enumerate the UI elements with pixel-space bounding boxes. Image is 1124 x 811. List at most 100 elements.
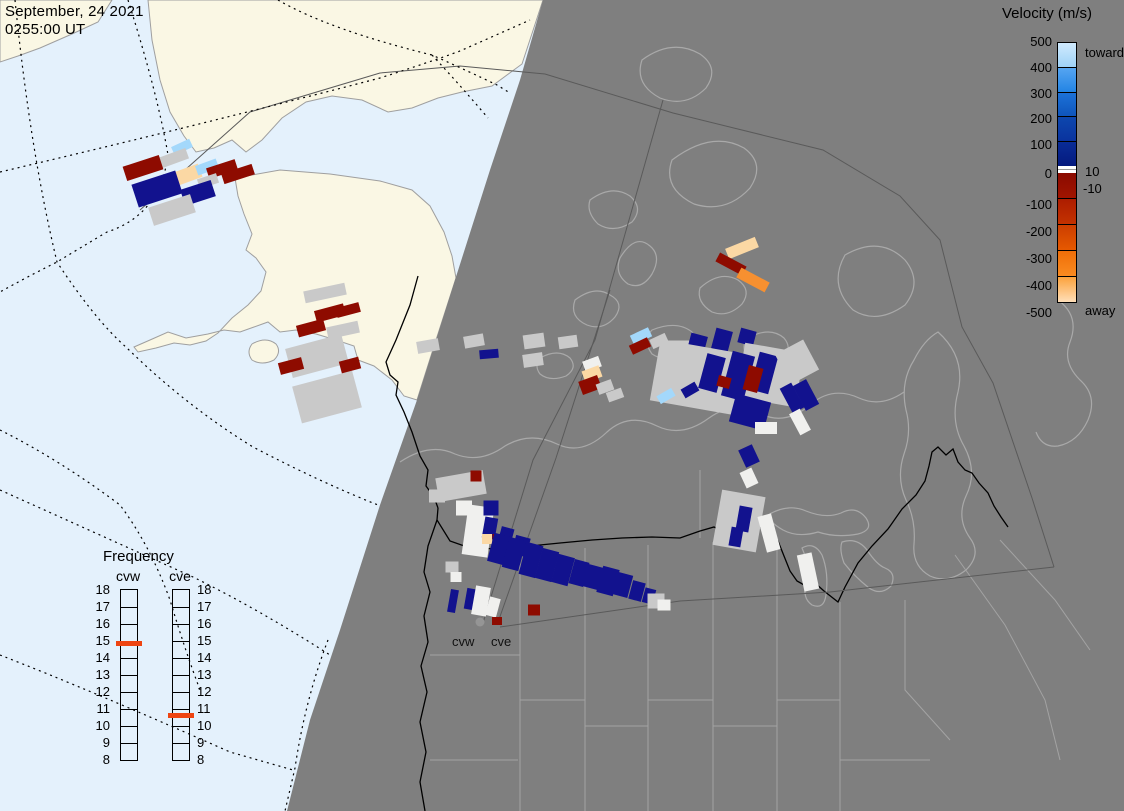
radar-data-cell <box>528 604 540 616</box>
radar-data-cell <box>796 552 820 592</box>
frequency-bar-segment <box>121 692 137 709</box>
radar-data-cell <box>737 327 757 347</box>
frequency-bar-segment <box>121 675 137 692</box>
frequency-bar-segment <box>173 675 189 692</box>
radar-data-cell <box>479 348 499 360</box>
radar-data-cell <box>171 138 193 156</box>
radar-data-cell <box>557 334 579 350</box>
radar-data-cell <box>792 379 820 411</box>
radar-data-cell <box>657 599 671 611</box>
radar-data-cell <box>582 563 604 591</box>
radar-data-cell <box>326 320 360 340</box>
frequency-tick-label: 15 <box>95 633 110 648</box>
radar-data-cell <box>221 163 255 185</box>
velocity-tick-label: -200 <box>1025 224 1052 239</box>
fov-outer-arc <box>139 65 1055 568</box>
velocity-color-segment <box>1057 171 1077 199</box>
velocity-tick-label: 300 <box>1030 86 1052 101</box>
frequency-bar-segment <box>173 709 189 726</box>
radar-data-cell <box>789 408 811 436</box>
radar-data-cell <box>148 194 196 226</box>
frequency-tick-label: 18 <box>95 582 110 597</box>
radar-data-cell <box>131 170 183 208</box>
frequency-tick-label: 9 <box>102 735 110 750</box>
radar-data-cell <box>470 470 482 482</box>
radar-data-cell <box>725 236 759 260</box>
radar-data-cell <box>171 163 203 187</box>
dayside-landmass <box>0 0 544 401</box>
frequency-bar-cve <box>172 589 190 761</box>
radar-data-cell <box>715 252 747 276</box>
velocity-color-segment <box>1057 116 1077 143</box>
frequency-bar-segment <box>121 709 137 726</box>
frequency-column-cve: cve <box>169 568 191 584</box>
radar-data-cell <box>292 370 362 424</box>
frequency-tick-label: 8 <box>197 752 205 767</box>
velocity-color-segment <box>1057 42 1077 68</box>
frequency-tick-label: 14 <box>95 650 110 665</box>
radar-label-cvw: cvw <box>452 634 475 649</box>
frequency-tick-label: 17 <box>197 599 212 614</box>
frequency-tick-label: 9 <box>197 735 205 750</box>
radar-data-cell <box>445 561 459 573</box>
frequency-tick-label: 12 <box>95 684 110 699</box>
land-alaska <box>133 169 457 401</box>
velocity-color-segment <box>1057 197 1077 225</box>
frequency-bar-segment <box>173 590 189 607</box>
frequency-bar-segment <box>173 726 189 743</box>
velocity-color-segment <box>1057 141 1077 167</box>
frequency-tick-label: 18 <box>197 582 212 597</box>
radar-data-cell <box>596 565 620 597</box>
radar-data-cell <box>194 158 220 176</box>
radar-data-cell <box>463 333 485 349</box>
frequency-tick-label: 16 <box>197 616 212 631</box>
radar-data-cell <box>447 588 459 614</box>
velocity-tick-label: -300 <box>1025 251 1052 266</box>
velocity-color-segment <box>1057 223 1077 251</box>
velocity-colorbar <box>1057 42 1077 303</box>
frequency-bar-segment <box>121 624 137 641</box>
state-boundaries <box>430 470 1091 811</box>
date-label: September, 24 2021 <box>5 3 144 20</box>
radar-data-cell <box>728 393 772 431</box>
toward-label: toward <box>1085 45 1124 60</box>
radar-data-cell <box>739 467 759 489</box>
frequency-tick-label: 12 <box>197 684 212 699</box>
velocity-tick-label: 200 <box>1030 111 1052 126</box>
radar-data-cell <box>416 338 440 354</box>
radar-data-cell <box>295 318 327 338</box>
radar-label-cve: cve <box>491 634 512 649</box>
radar-data-cell <box>501 536 527 572</box>
radar-data-cell <box>757 513 781 553</box>
land-top-left-corner <box>0 0 113 63</box>
frequency-tick-label: 10 <box>95 718 110 733</box>
radar-data-cell <box>612 571 634 599</box>
away-label: away <box>1085 303 1116 318</box>
magnetic-grid-lines <box>0 0 531 811</box>
time-label: 0255:00 UT <box>5 21 86 38</box>
radar-data-cell <box>522 332 546 350</box>
velocity-tick-label: -100 <box>1025 197 1052 212</box>
radar-data-cell <box>450 572 462 582</box>
frequency-tick-label: 11 <box>96 701 111 716</box>
frequency-bar-segment <box>121 743 137 760</box>
velocity-color-segment <box>1057 249 1077 277</box>
velocity-zero-band <box>1057 165 1077 173</box>
velocity-tick-labels: 500 400 300 200 100 0 -100 -200 -300 -400 -500 <box>1004 0 1052 330</box>
velocity-tick-label: 500 <box>1030 34 1052 49</box>
radar-data-cell <box>735 505 753 533</box>
frequency-marker-cvw <box>116 641 142 647</box>
frequency-tick-label: 13 <box>197 667 212 682</box>
frequency-bar-segment <box>173 692 189 709</box>
frequency-bar-segment <box>173 743 189 760</box>
radar-data-cell <box>755 422 777 434</box>
frequency-tick-label: 11 <box>197 701 211 716</box>
frequency-bar-segment <box>121 658 137 675</box>
radar-data-cell <box>481 516 499 540</box>
radar-data-cell <box>483 500 499 516</box>
radar-data-cell <box>122 154 164 182</box>
frequency-tick-label: 15 <box>197 633 212 648</box>
radar-site-dot <box>475 617 485 627</box>
